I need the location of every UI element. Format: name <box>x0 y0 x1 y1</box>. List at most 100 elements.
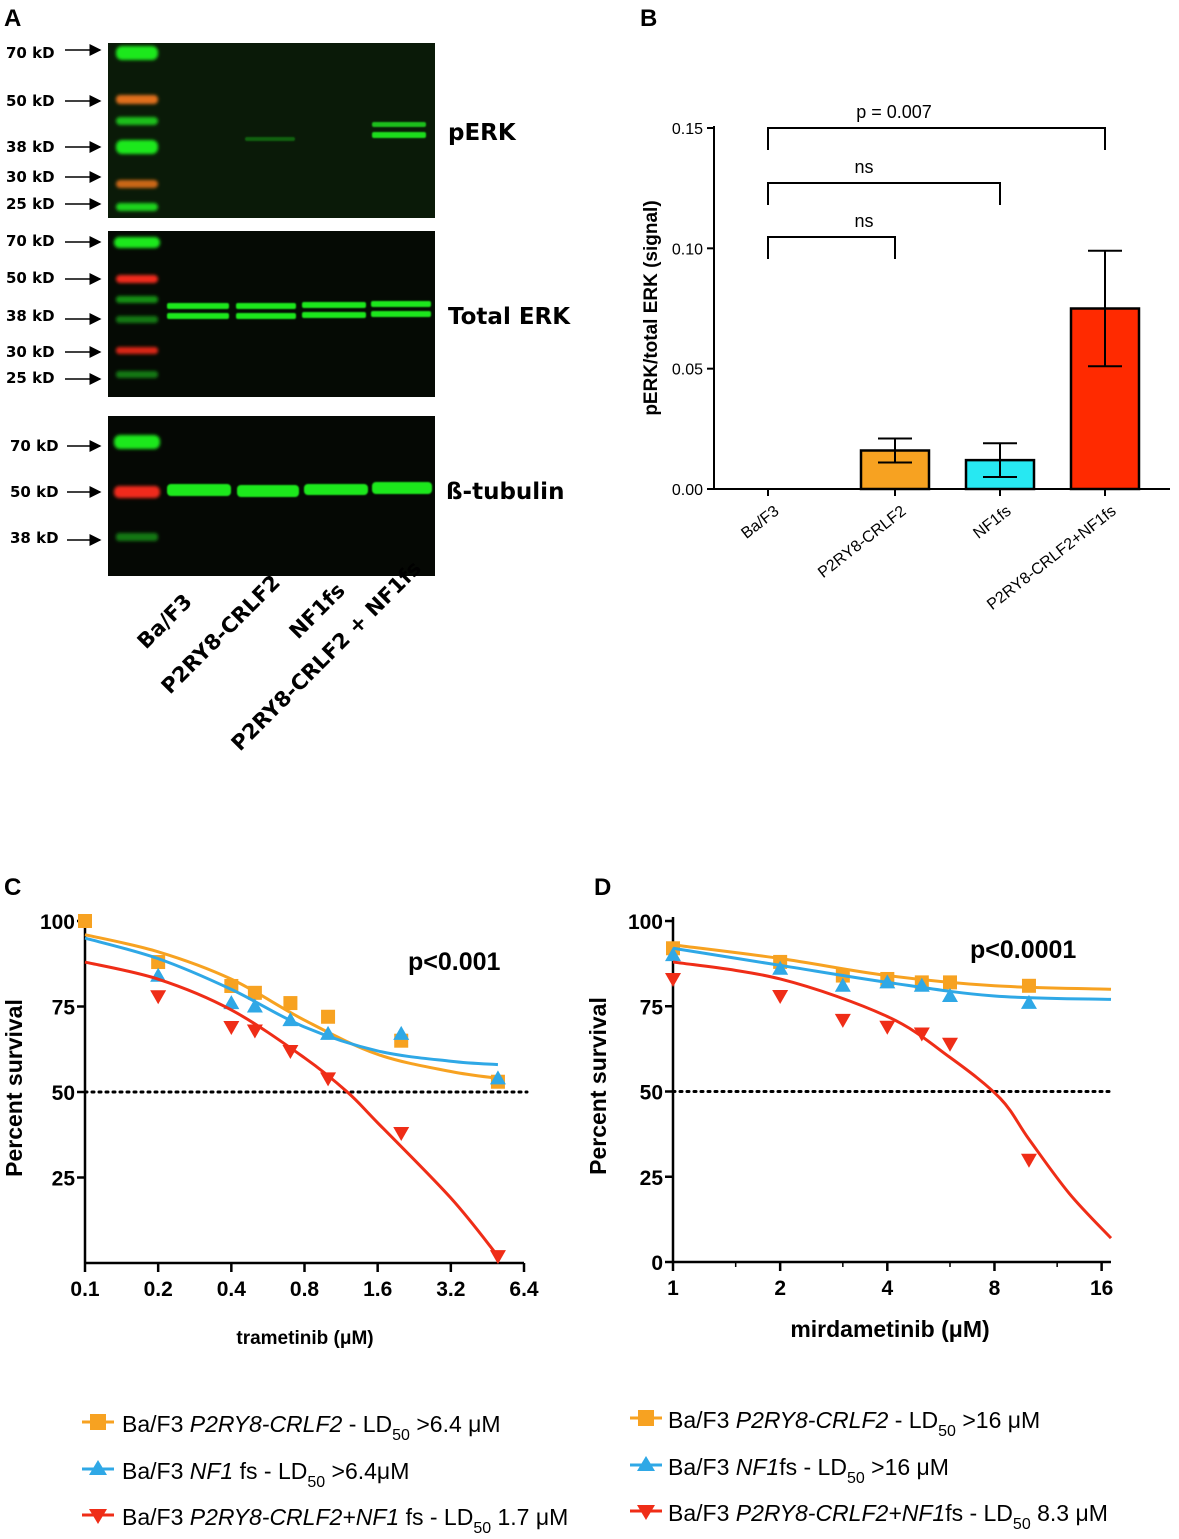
b-xtick-label: NF1fs <box>970 503 1014 543</box>
blot-total-erk-ladder <box>114 237 160 378</box>
panel-d-legend: Ba/F3 P2RY8-CRLF2 - LD50 >16 μM Ba/F3 NF… <box>630 1407 1108 1533</box>
b-significance-bracket <box>767 182 1001 205</box>
marker-arrows <box>65 44 102 546</box>
blot-perk-ladder <box>116 46 158 211</box>
marker-label: 25 kD <box>6 195 55 213</box>
xtick-label: 0.1 <box>70 1278 100 1301</box>
panel-c-legend: Ba/F3 P2RY8-CRLF2 - LD50 >6.4 μM Ba/F3 N… <box>82 1411 568 1537</box>
data-point-triangle-down <box>282 1044 299 1059</box>
blot-tubulin: ß-tubulin <box>108 416 564 576</box>
data-point-triangle-up <box>941 988 958 1003</box>
data-point-triangle-down <box>223 1021 240 1036</box>
panel-c-chart: C Percent survival trametinib (μM) p<0.0… <box>1 874 539 1349</box>
b-significance-label: ns <box>854 211 873 231</box>
panel-a: A pERK <box>4 5 571 756</box>
data-point-triangle-up <box>772 960 789 975</box>
legend-d-item-2: Ba/F3 NF1fs - LD50 >16 μM <box>668 1454 949 1487</box>
data-point-triangle-down <box>320 1072 337 1087</box>
blot-perk-membrane <box>108 43 435 218</box>
panel-d-letter: D <box>594 874 611 901</box>
ytick-label: 25 <box>52 1168 76 1191</box>
legend-swatch-triangle-up <box>637 1456 655 1471</box>
data-point-square <box>321 1009 336 1024</box>
lane-labels: Ba/F3 P2RY8-CRLF2 NF1fs P2RY8-CRLF2 + NF… <box>133 556 426 755</box>
data-point-triangle-up <box>320 1025 337 1040</box>
xtick-label: 0.4 <box>217 1278 247 1301</box>
data-point-square <box>247 985 262 1000</box>
xtick-label: 4 <box>881 1277 893 1300</box>
xtick-label: 6.4 <box>509 1278 539 1301</box>
legend-c-item-1: Ba/F3 P2RY8-CRLF2 - LD50 >6.4 μM <box>122 1411 501 1444</box>
ytick-label: 75 <box>640 996 664 1019</box>
blot-tubulin-ladder <box>114 435 160 541</box>
data-point-triangle-up <box>223 995 240 1010</box>
panel-c-xlabel: trametinib (μM) <box>236 1328 373 1349</box>
marker-label: 30 kD <box>6 168 55 186</box>
panel-b-letter: B <box>640 5 657 32</box>
marker-label: 38 kD <box>10 529 59 547</box>
panel-b-ylabel: pERK/total ERK (signal) <box>641 200 662 415</box>
ytick-label: 50 <box>52 1082 75 1105</box>
marker-label: 70 kD <box>6 232 55 250</box>
xtick-label: 16 <box>1090 1277 1113 1300</box>
panel-d-ylabel: Percent survival <box>585 997 611 1175</box>
data-point-triangle-up <box>913 977 930 992</box>
data-point-triangle-up <box>834 977 851 992</box>
marker-label: 70 kD <box>6 44 55 62</box>
data-point-triangle-down <box>489 1250 506 1265</box>
ytick-label: 25 <box>640 1167 664 1190</box>
b-significance-bracket <box>767 127 1106 150</box>
data-point-square <box>942 975 957 990</box>
marker-label: 38 kD <box>6 138 55 156</box>
legend-swatch-triangle-up <box>89 1460 107 1475</box>
fit-curve <box>672 960 1113 1240</box>
panel-c-ylabel: Percent survival <box>1 999 27 1177</box>
marker-labels: 70 kD 50 kD 38 kD 30 kD 25 kD 70 kD 50 k… <box>6 44 59 547</box>
blot-total-erk: Total ERK <box>108 231 571 397</box>
blot-perk-bands <box>245 122 426 141</box>
data-point-triangle-down <box>665 972 681 987</box>
panel-c-pvalue: p<0.001 <box>408 948 501 976</box>
ytick-label: 50 <box>640 1082 663 1105</box>
blot-tubulin-label: ß-tubulin <box>446 479 564 505</box>
b-xtick-label: P2RY8-CRLF2 <box>815 503 909 582</box>
blot-perk: pERK <box>108 43 517 218</box>
data-point-triangle-up <box>1020 994 1037 1009</box>
b-ytick-label: 0.05 <box>672 362 703 379</box>
data-point-square <box>1021 978 1036 993</box>
panel-d-xlabel: mirdametinib (μM) <box>790 1316 989 1342</box>
lane-label-p2ry8-crlf2: P2RY8-CRLF2 <box>157 570 285 698</box>
blot-perk-label: pERK <box>448 120 517 146</box>
data-point-triangle-down <box>1020 1153 1037 1168</box>
panel-d-pvalue: p<0.0001 <box>970 936 1076 964</box>
b-significance-label: p = 0.007 <box>856 102 932 122</box>
panel-b-bar-chart: B pERK/total ERK (signal) 0.00 0.05 0.10 0.… <box>640 5 1170 614</box>
data-point-triangle-up <box>665 947 681 962</box>
xtick-label: 0.8 <box>290 1278 320 1301</box>
b-significance-bracket <box>767 236 896 259</box>
blot-total-erk-bands <box>167 301 431 319</box>
marker-label: 30 kD <box>6 343 55 361</box>
xtick-label: 0.2 <box>144 1278 173 1301</box>
xtick-label: 1 <box>667 1277 679 1300</box>
marker-label: 50 kD <box>10 483 59 501</box>
data-point-triangle-down <box>913 1027 930 1042</box>
fit-curve <box>84 936 499 1067</box>
legend-swatch-square <box>638 1410 654 1426</box>
legend-swatch-square <box>90 1414 106 1430</box>
marker-label: 38 kD <box>6 307 55 325</box>
legend-d-item-3: Ba/F3 P2RY8-CRLF2+NF1fs - LD50 8.3 μM <box>668 1500 1108 1533</box>
b-ytick-label: 0.10 <box>672 241 703 258</box>
marker-label: 70 kD <box>10 437 59 455</box>
data-point-triangle-up <box>246 998 263 1013</box>
legend-swatch-triangle-down <box>637 1505 655 1520</box>
xtick-label: 2 <box>774 1277 786 1300</box>
marker-label: 50 kD <box>6 269 55 287</box>
xtick-label: 1.6 <box>363 1278 392 1301</box>
xtick-label: 8 <box>989 1277 1001 1300</box>
ytick-label: 0 <box>651 1252 663 1275</box>
data-point-square <box>283 996 298 1011</box>
data-point-triangle-up <box>282 1012 299 1027</box>
legend-c-item-2: Ba/F3 NF1 fs - LD50 >6.4μM <box>122 1458 409 1491</box>
panel-c-letter: C <box>4 874 21 901</box>
